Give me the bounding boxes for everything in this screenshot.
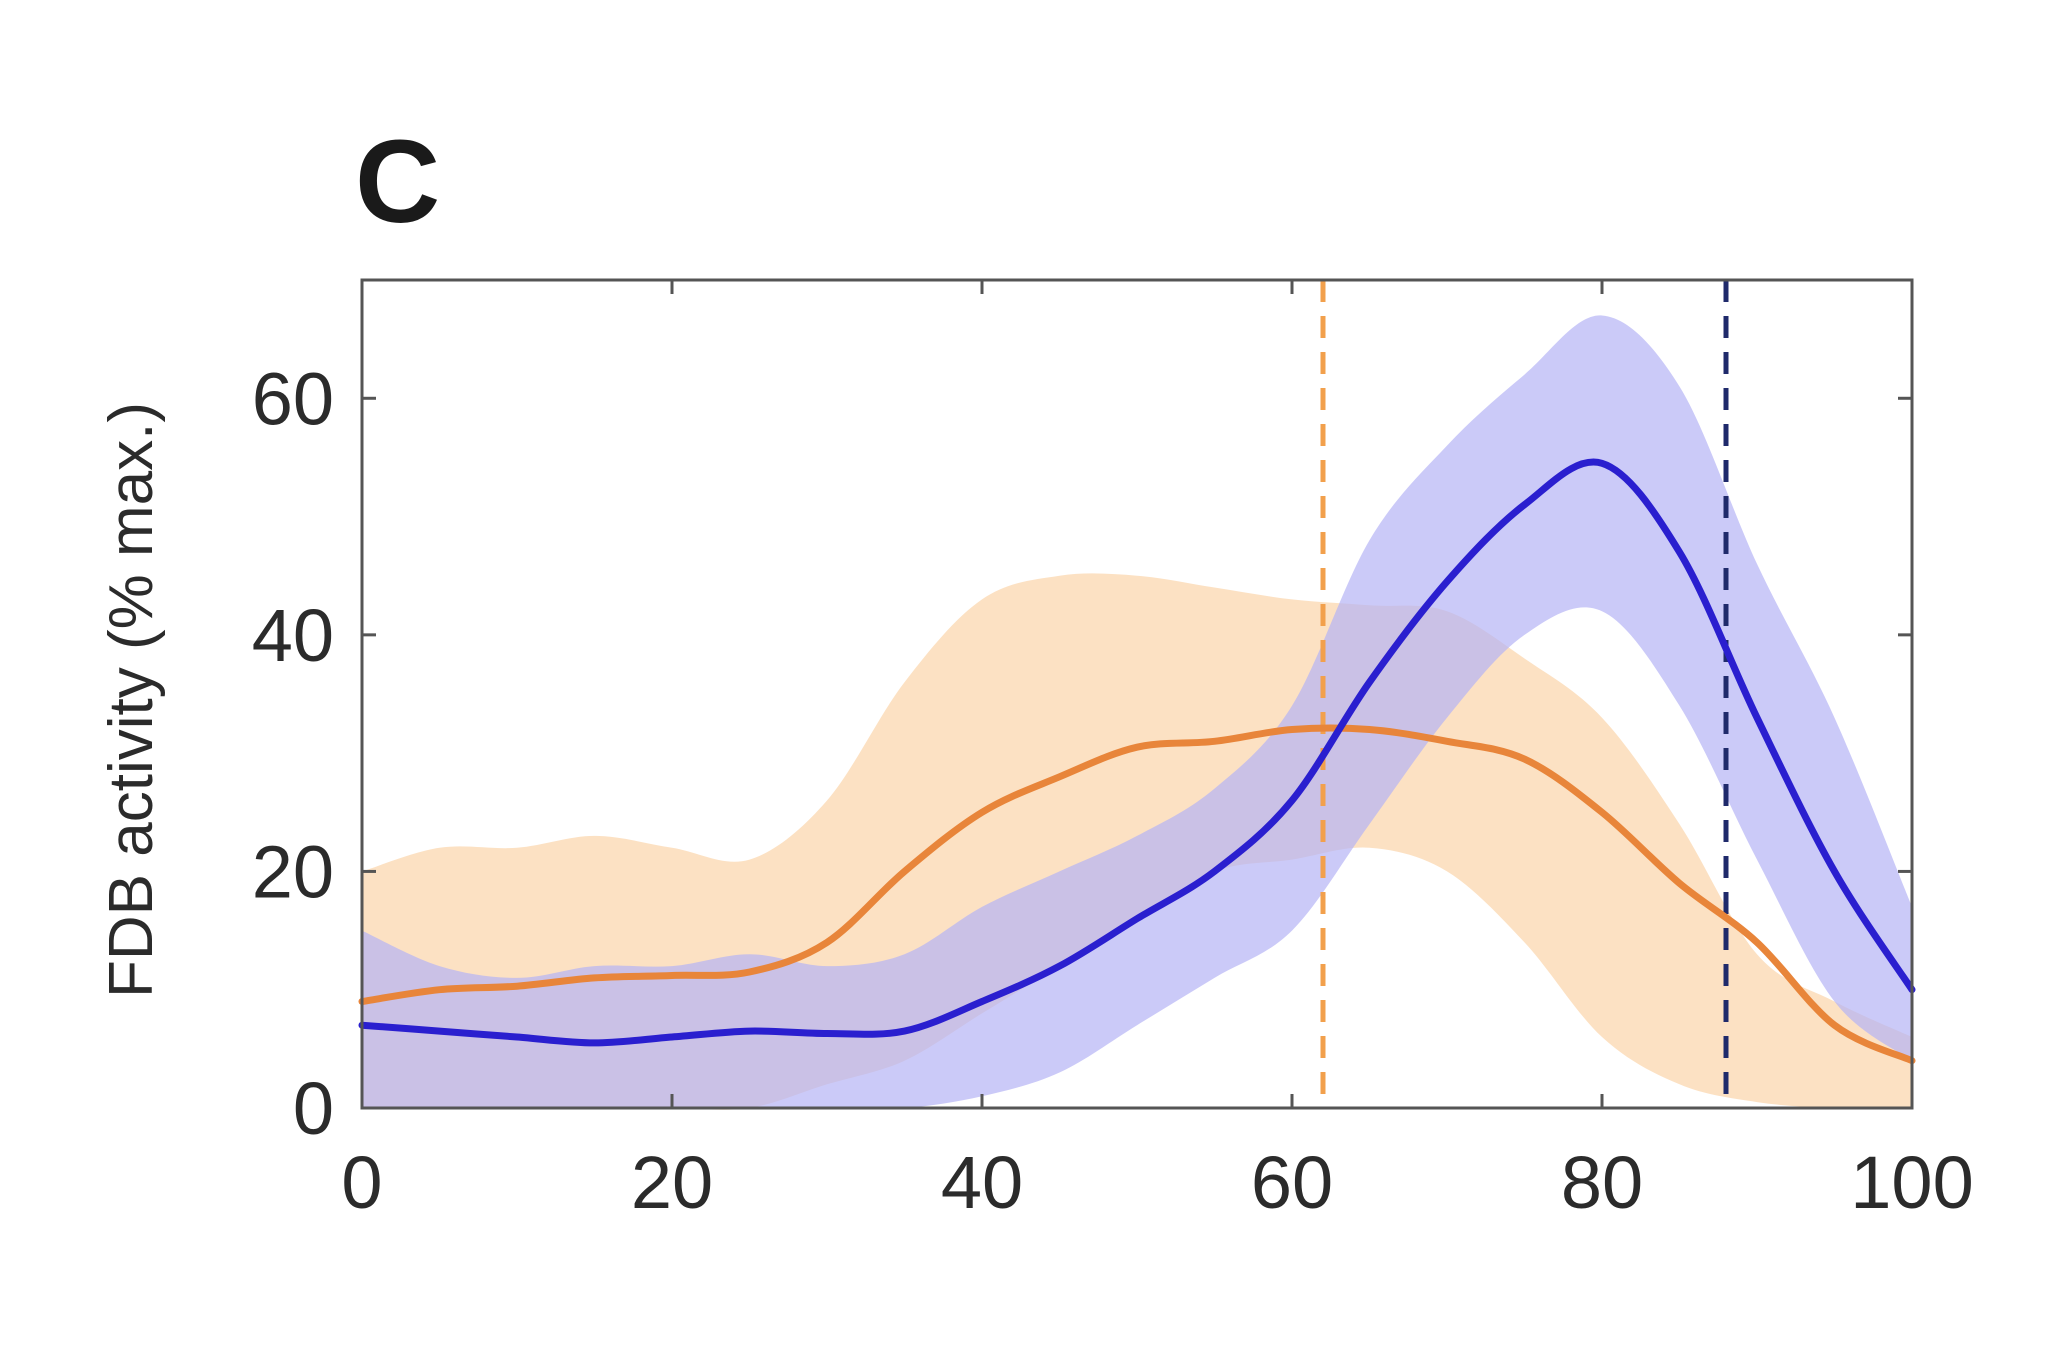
x-tick-label: 100 xyxy=(1850,1141,1973,1224)
series-1-band xyxy=(362,315,1912,1109)
x-tick-label: 80 xyxy=(1561,1141,1643,1224)
x-tick-label: 0 xyxy=(341,1141,382,1224)
x-tick-label: 40 xyxy=(941,1141,1023,1224)
axis-ticks: 0 20 40 60 80 100 0 20 40 60 xyxy=(252,280,1974,1224)
axes-box xyxy=(360,278,1914,1110)
y-tick-label: 0 xyxy=(293,1067,334,1150)
series-1-line xyxy=(358,458,1916,1047)
y-axis-label: FDB activity (% max.) xyxy=(97,402,166,998)
x-tick-label: 20 xyxy=(631,1141,713,1224)
x-tick-label: 60 xyxy=(1251,1141,1333,1224)
confidence-bands xyxy=(362,315,1912,1110)
series-lines xyxy=(358,458,1916,1065)
y-tick-label: 20 xyxy=(252,830,334,913)
y-tick-label: 60 xyxy=(252,357,334,440)
series-0-line xyxy=(358,724,1916,1065)
vertical-reference-lines xyxy=(1320,280,1729,1108)
panel-label: C xyxy=(355,116,440,248)
plot-frame xyxy=(360,278,1914,1110)
y-tick-label: 40 xyxy=(252,594,334,677)
